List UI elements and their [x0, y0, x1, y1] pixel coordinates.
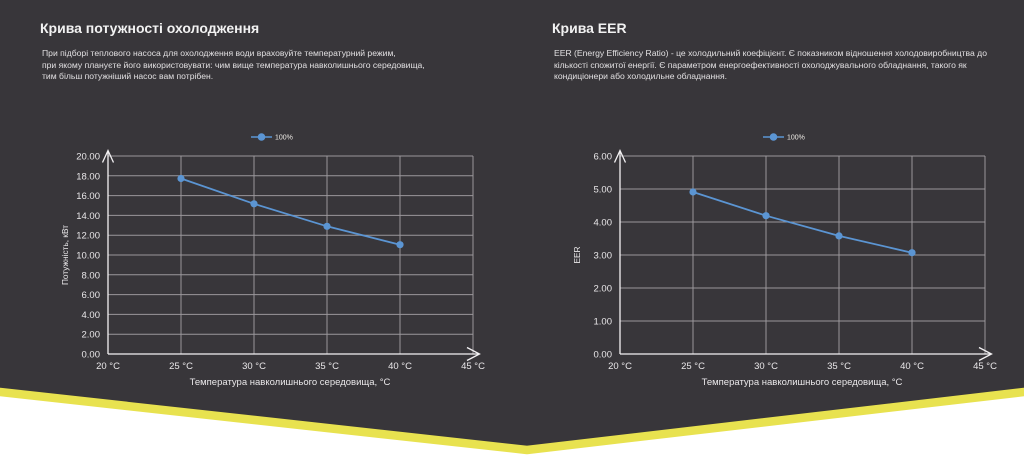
svg-text:100%: 100% [275, 135, 293, 142]
svg-text:6.00: 6.00 [594, 152, 613, 163]
svg-text:0.00: 0.00 [82, 350, 101, 361]
svg-text:35 °C: 35 °C [827, 361, 851, 372]
svg-text:12.00: 12.00 [76, 231, 100, 242]
svg-text:1.00: 1.00 [594, 317, 613, 328]
svg-text:20 °C: 20 °C [96, 361, 120, 372]
svg-text:16.00: 16.00 [76, 191, 100, 202]
svg-text:35 °C: 35 °C [315, 361, 339, 372]
svg-text:14.00: 14.00 [76, 211, 100, 222]
svg-text:0.00: 0.00 [594, 350, 613, 361]
svg-text:2.00: 2.00 [594, 284, 613, 295]
svg-text:6.00: 6.00 [82, 290, 101, 301]
svg-text:4.00: 4.00 [82, 310, 101, 321]
svg-text:Температура навколишнього сере: Температура навколишнього середовища, °C [190, 377, 391, 388]
svg-text:40 °C: 40 °C [388, 361, 412, 372]
svg-text:45 °C: 45 °C [461, 361, 485, 372]
svg-text:3.00: 3.00 [594, 251, 613, 262]
svg-text:30 °C: 30 °C [242, 361, 266, 372]
svg-text:18.00: 18.00 [76, 171, 100, 182]
svg-text:20.00: 20.00 [76, 152, 100, 163]
svg-text:Температура навколишнього сере: Температура навколишнього середовища, °C [702, 377, 903, 388]
svg-text:30 °C: 30 °C [754, 361, 778, 372]
svg-text:4.00: 4.00 [594, 218, 613, 229]
svg-text:25 °C: 25 °C [681, 361, 705, 372]
svg-text:Потужність, кВт: Потужність, кВт [60, 225, 70, 285]
svg-text:10.00: 10.00 [76, 251, 100, 262]
svg-text:45 °C: 45 °C [973, 361, 997, 372]
svg-text:100%: 100% [787, 135, 805, 142]
svg-text:8.00: 8.00 [82, 270, 101, 281]
svg-text:2.00: 2.00 [82, 330, 101, 341]
svg-text:20 °C: 20 °C [608, 361, 632, 372]
svg-text:25 °C: 25 °C [169, 361, 193, 372]
svg-text:40 °C: 40 °C [900, 361, 924, 372]
svg-text:5.00: 5.00 [594, 185, 613, 196]
svg-text:EER: EER [572, 246, 582, 263]
